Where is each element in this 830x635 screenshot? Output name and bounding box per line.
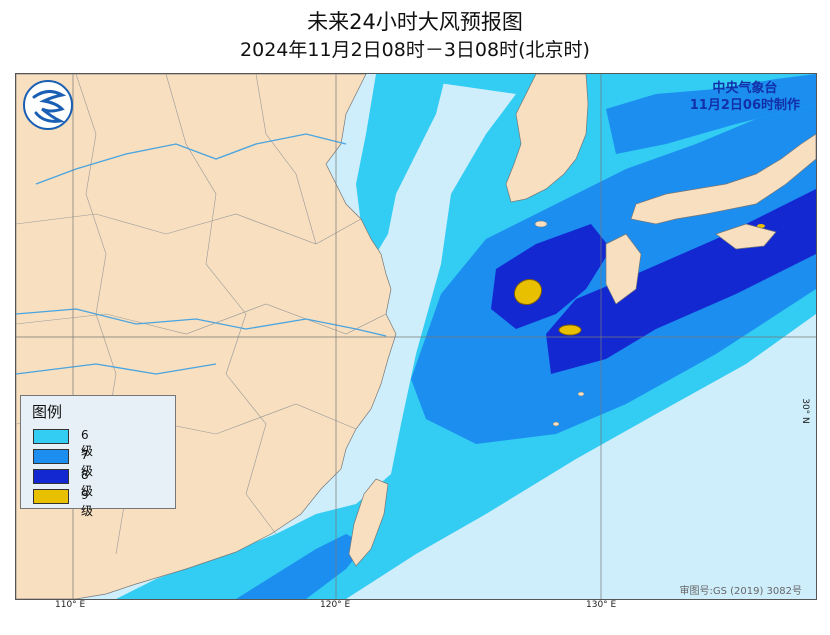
lon-120-label: 120° E bbox=[320, 600, 351, 610]
japan-honshu bbox=[630, 133, 816, 225]
wind-zone-7-b bbox=[236, 534, 366, 599]
wind-zone-9-b bbox=[558, 324, 582, 336]
lon-130-label: 130° E bbox=[586, 600, 617, 610]
legend-label-8: 8级 bbox=[81, 468, 94, 498]
legend-label-7: 7级 bbox=[81, 448, 94, 478]
japan-kyushu bbox=[605, 233, 642, 305]
agency-block: 中央气象台 11月2日06时制作 bbox=[690, 80, 800, 114]
map-canvas bbox=[16, 74, 816, 599]
map-title: 未来24小时大风预报图 bbox=[307, 10, 523, 34]
legend-swatch-9 bbox=[33, 489, 69, 504]
map-frame: 中央气象台 11月2日06时制作 图例 6级 7级 8级 9级 审图号:GS (… bbox=[15, 73, 817, 600]
wind-zone-7-c bbox=[606, 74, 816, 154]
legend-title: 图例 bbox=[32, 403, 63, 421]
wind-zone-6-b bbox=[356, 74, 446, 254]
map-subtitle: 2024年11月2日08时－3日08时(北京时) bbox=[240, 39, 590, 61]
graticule bbox=[16, 74, 816, 599]
agency-name: 中央气象台 bbox=[712, 81, 778, 96]
legend-swatch-8 bbox=[33, 469, 69, 484]
issue-time: 11月2日06时制作 bbox=[689, 98, 800, 113]
rivers bbox=[16, 133, 387, 375]
wind-zone-9-a bbox=[513, 278, 543, 306]
legend-swatch-6 bbox=[33, 429, 69, 444]
lon-110-label: 110° E bbox=[55, 600, 86, 610]
legend-swatch-7 bbox=[33, 449, 69, 464]
taiwan-island bbox=[348, 478, 389, 567]
legend-panel: 图例 6级 7级 8级 9级 bbox=[20, 395, 176, 518]
wind-zone-9-c bbox=[757, 224, 765, 228]
legend-label-9: 9级 bbox=[81, 488, 94, 518]
legend-label-6: 6级 bbox=[81, 428, 94, 458]
ryukyu-island-a bbox=[552, 421, 560, 427]
copyright-note: 审图号:GS (2019) 3082号 bbox=[679, 586, 802, 597]
korea-peninsula bbox=[505, 74, 589, 203]
cma-logo bbox=[22, 79, 74, 131]
jeju-island bbox=[534, 220, 548, 228]
ryukyu-island-b bbox=[577, 391, 585, 397]
lat-30-label: 30° N bbox=[800, 398, 811, 424]
japan-shikoku bbox=[715, 223, 777, 250]
